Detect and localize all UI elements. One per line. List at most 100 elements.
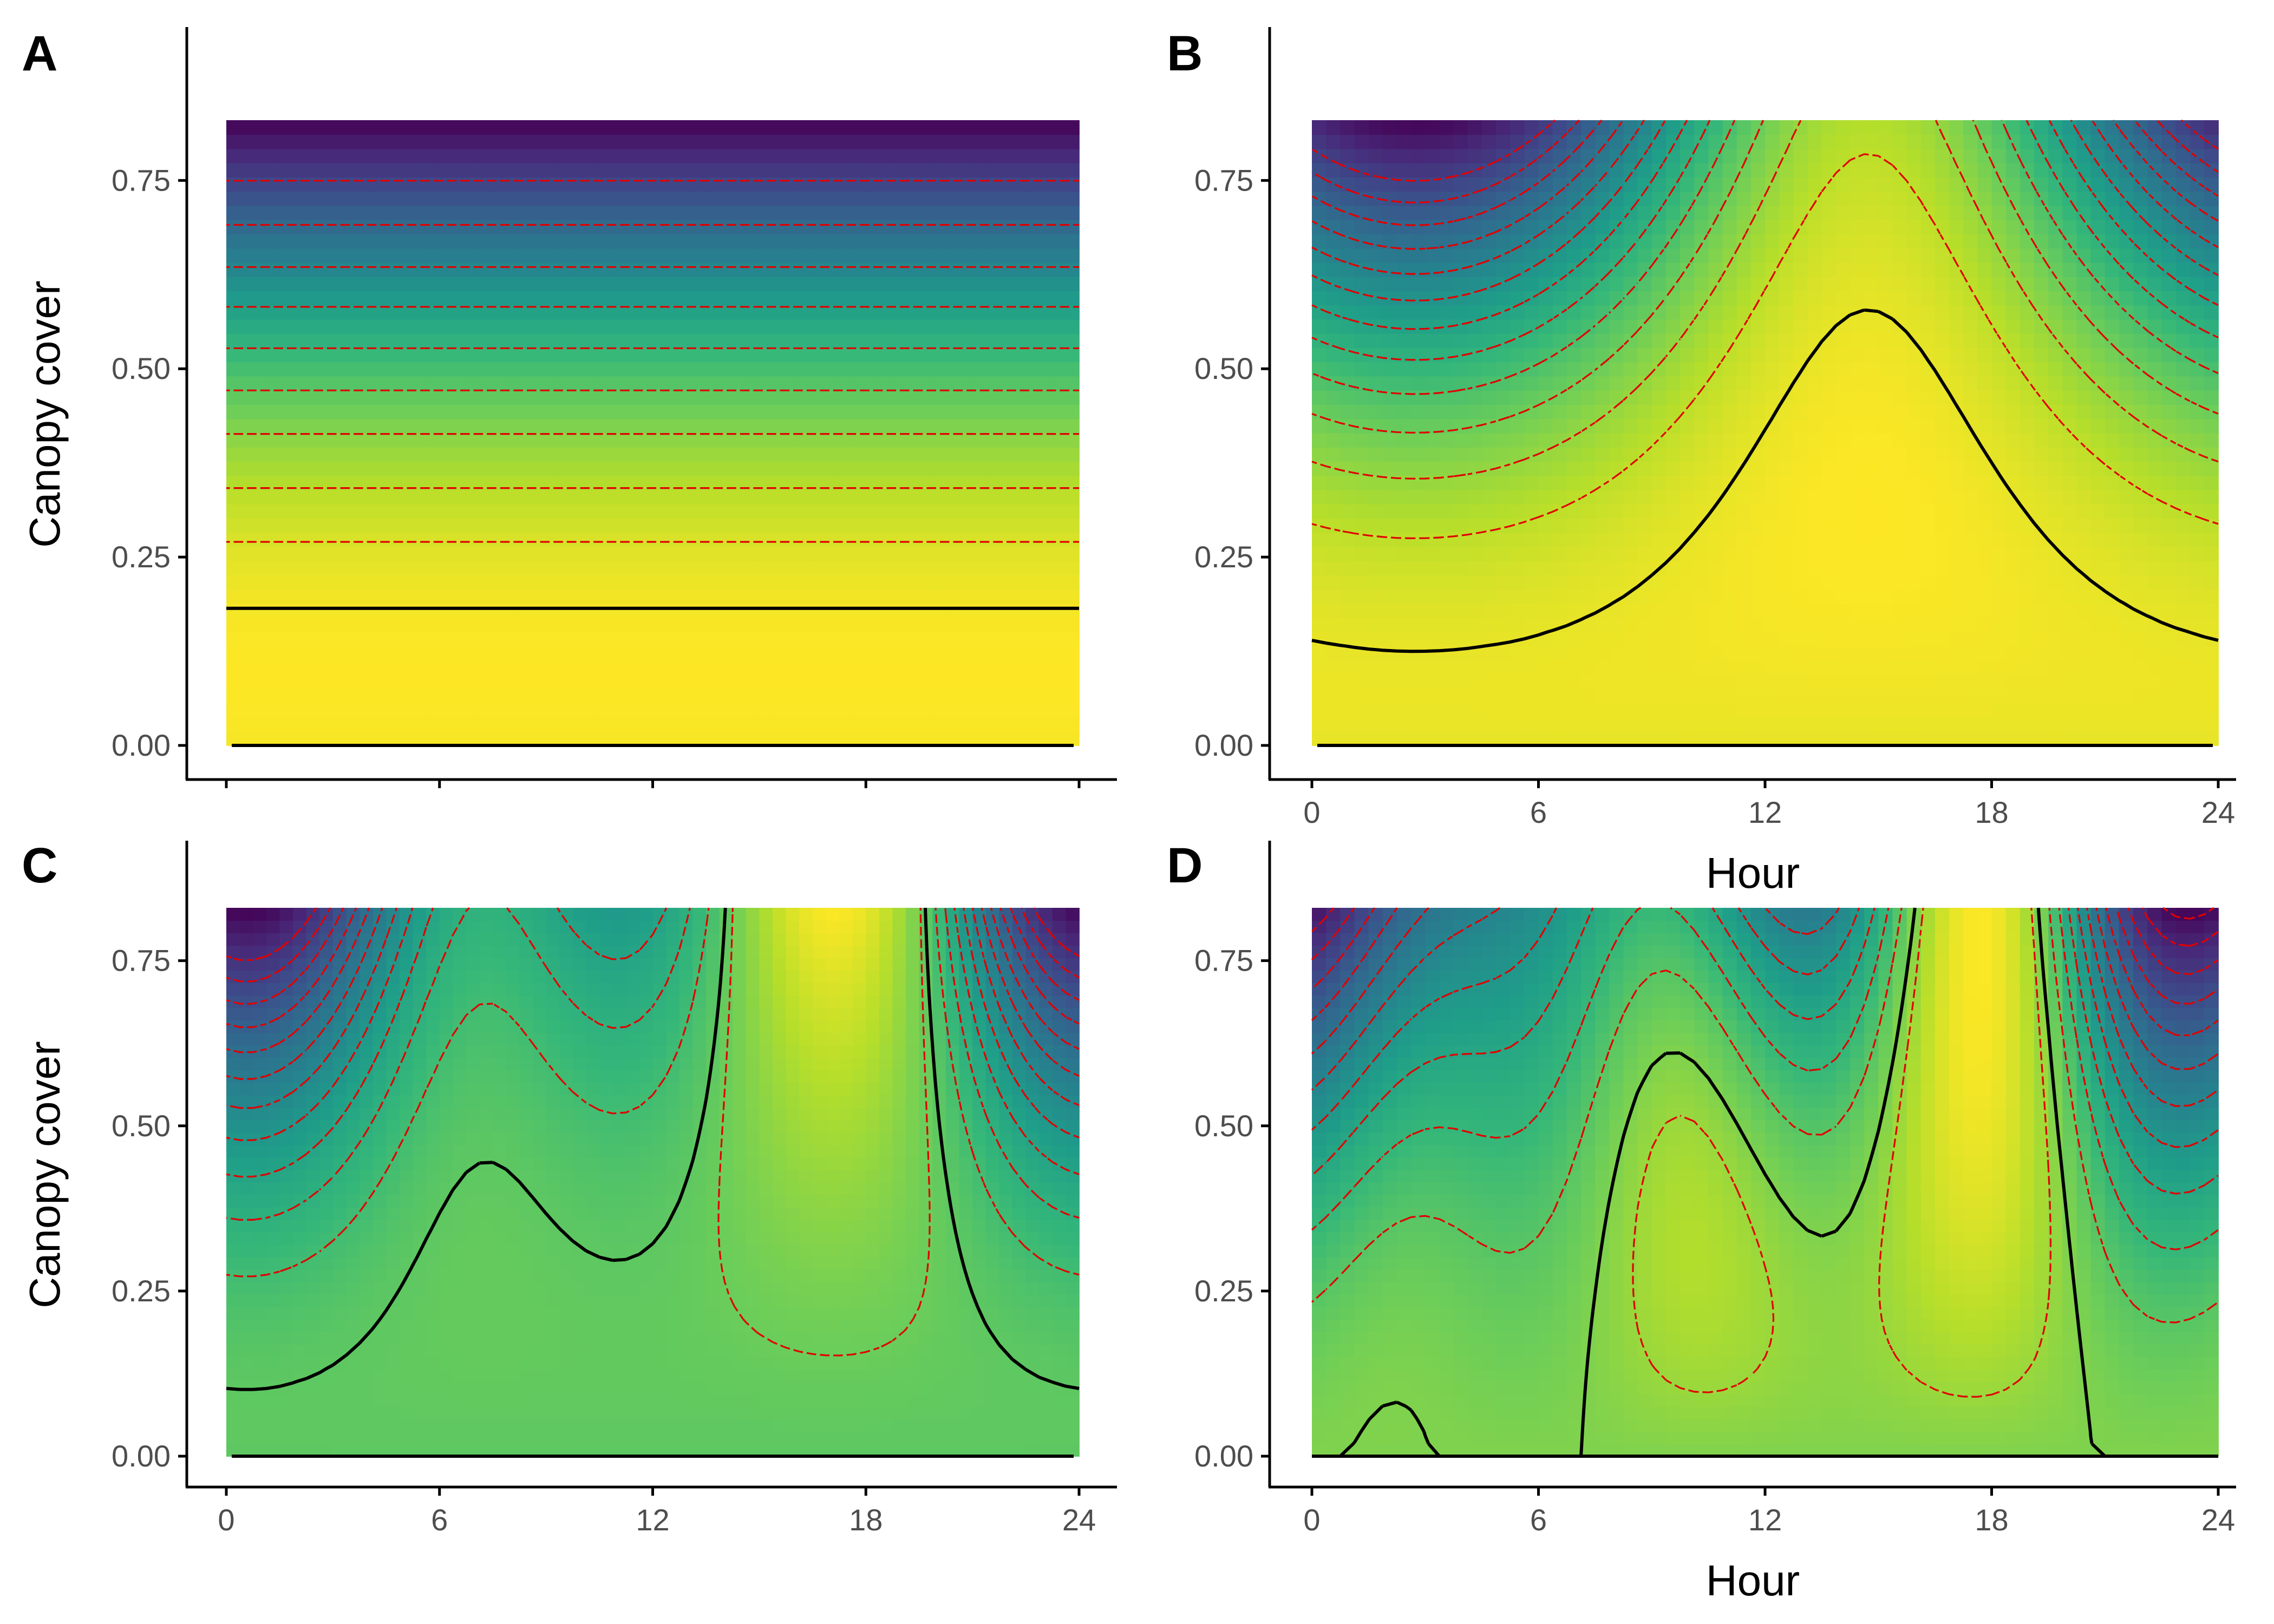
heatmap-cell — [972, 404, 986, 420]
heatmap-cell — [293, 219, 307, 234]
heatmap-cell — [1595, 575, 1610, 590]
heatmap-cell — [586, 703, 600, 718]
heatmap-cell — [786, 447, 800, 462]
heatmap-cell — [892, 503, 906, 519]
heatmap-cell — [293, 703, 307, 718]
heatmap-cell — [612, 518, 627, 533]
heatmap-cell — [533, 362, 547, 377]
heatmap-cell — [892, 205, 906, 220]
heatmap-cell — [1750, 376, 1766, 391]
heatmap-cell — [426, 575, 440, 590]
heatmap-cell — [453, 532, 467, 547]
heatmap-cell — [799, 248, 813, 263]
heatmap-cell — [906, 120, 920, 135]
heatmap-cell — [1496, 546, 1511, 561]
heatmap-cell — [1481, 362, 1497, 377]
heatmap-cell — [1949, 646, 1964, 661]
heatmap-cell — [1977, 518, 1992, 533]
heatmap-cell — [639, 262, 654, 277]
heatmap-cell — [332, 404, 347, 420]
heatmap-cell — [319, 674, 334, 689]
heatmap-cell — [772, 162, 787, 178]
heatmap-cell — [1425, 262, 1440, 277]
heatmap-cell — [945, 390, 960, 405]
heatmap-cell — [906, 390, 920, 405]
heatmap-cell — [239, 418, 254, 434]
heatmap-cell — [1012, 560, 1027, 575]
heatmap-cell — [1694, 660, 1709, 675]
heatmap-cell — [666, 532, 680, 547]
heatmap-cell — [746, 120, 760, 135]
heatmap-cell — [2020, 362, 2035, 377]
heatmap-cell — [1779, 660, 1794, 675]
heatmap-cell — [1906, 646, 1922, 661]
heatmap-cell — [226, 731, 240, 746]
heatmap-cell — [360, 404, 374, 420]
heatmap-cell — [586, 120, 600, 135]
heatmap-cell — [612, 276, 627, 291]
heatmap-cell — [812, 234, 827, 249]
heatmap-cell — [466, 433, 480, 448]
heatmap-cell — [253, 148, 267, 163]
heatmap-cell — [1906, 603, 1922, 618]
heatmap-cell — [2190, 646, 2205, 661]
heatmap-cell — [533, 348, 547, 363]
heatmap-cell — [866, 489, 880, 505]
heatmap-cell — [1708, 717, 1723, 732]
heatmap-cell — [1906, 660, 1922, 675]
heatmap-cell — [1340, 362, 1355, 377]
heatmap-cell — [1793, 575, 1808, 590]
heatmap-cell — [1920, 503, 1936, 519]
heatmap-cell — [1991, 305, 2007, 320]
heatmap-cell — [959, 404, 973, 420]
heatmap-cell — [2076, 503, 2092, 519]
heatmap-cell — [319, 205, 334, 220]
heatmap-cell — [266, 390, 280, 405]
heatmap-cell — [399, 120, 414, 135]
heatmap-cell — [666, 674, 680, 689]
heatmap-cell — [373, 219, 387, 234]
heatmap-cell — [932, 532, 946, 547]
heatmap-cell — [866, 717, 880, 732]
heatmap-cell — [1991, 376, 2007, 391]
heatmap-cell — [279, 191, 293, 206]
heatmap-cell — [1977, 291, 1992, 306]
heatmap-cell — [546, 319, 560, 334]
heatmap-cell — [852, 731, 867, 746]
heatmap-cell — [799, 731, 813, 746]
heatmap-cell — [852, 674, 867, 689]
heatmap-cell — [1510, 319, 1525, 334]
heatmap-cell — [2076, 617, 2092, 632]
heatmap-cell — [559, 731, 573, 746]
heatmap-cell — [1807, 433, 1822, 448]
heatmap-cell — [1736, 731, 1752, 746]
heatmap-cell — [559, 603, 573, 618]
heatmap-cell — [1425, 703, 1440, 718]
heatmap-cell — [1496, 674, 1511, 689]
heatmap-cell — [426, 632, 440, 647]
heatmap-cell — [866, 503, 880, 519]
heatmap-cell — [959, 362, 973, 377]
heatmap-cell — [493, 518, 507, 533]
heatmap-cell — [1439, 433, 1454, 448]
heatmap-cell — [1694, 447, 1709, 462]
heatmap-cell — [839, 376, 853, 391]
heatmap-cell — [1779, 632, 1794, 647]
heatmap-cell — [453, 689, 467, 704]
heatmap-cell — [719, 617, 734, 632]
heatmap-cell — [2005, 660, 2021, 675]
heatmap-cell — [399, 575, 414, 590]
heatmap-cell — [533, 177, 547, 192]
heatmap-cell — [1680, 632, 1695, 647]
heatmap-cell — [1312, 305, 1327, 320]
heatmap-cell — [1935, 276, 1950, 291]
heatmap-cell — [413, 162, 427, 178]
heatmap-cell — [586, 191, 600, 206]
heatmap-cell — [1779, 319, 1794, 334]
heatmap-cell — [559, 276, 573, 291]
heatmap-cell — [293, 518, 307, 533]
heatmap-cell — [2062, 660, 2077, 675]
heatmap-cell — [1637, 291, 1652, 306]
heatmap-cell — [1765, 262, 1780, 277]
heatmap-cell — [399, 177, 414, 192]
